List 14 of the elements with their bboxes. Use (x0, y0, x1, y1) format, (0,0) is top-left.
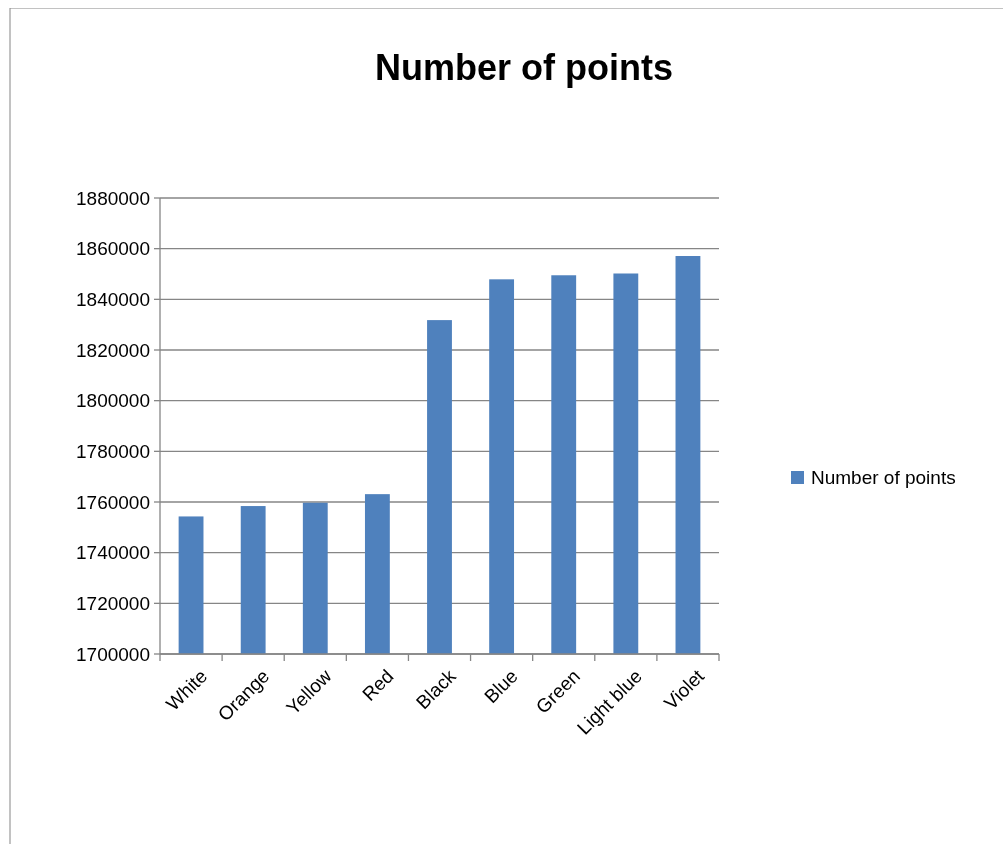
y-tick-label: 1700000 (76, 643, 150, 665)
y-tick-label: 1880000 (76, 187, 150, 209)
y-tick-label: 1780000 (76, 440, 150, 462)
y-tick-label: 1760000 (76, 491, 150, 513)
y-tick-label: 1740000 (76, 542, 150, 564)
x-tick-label: Blue (480, 665, 522, 708)
legend-label: Number of points (811, 466, 956, 488)
y-tick-label: 1840000 (76, 288, 150, 310)
y-tick-label: 1720000 (76, 592, 150, 614)
y-tick-label: 1860000 (76, 238, 150, 260)
x-tick-label: Red (358, 665, 398, 705)
y-tick-label: 1800000 (76, 390, 150, 412)
y-tick-label: 1820000 (76, 339, 150, 361)
chart-title: Number of points (375, 47, 673, 88)
